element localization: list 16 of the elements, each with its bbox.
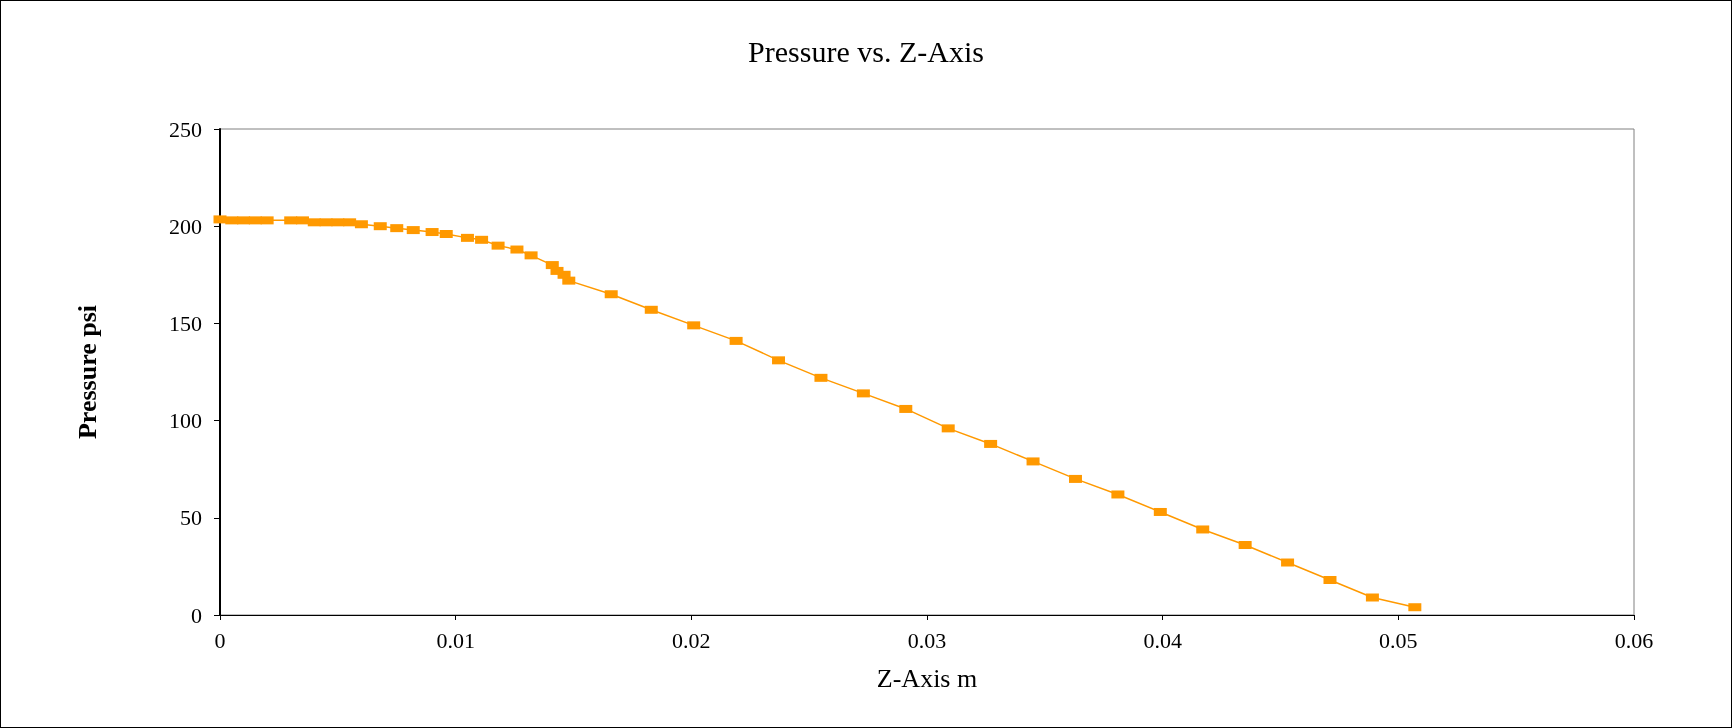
y-tick-label: 200: [169, 213, 202, 239]
y-tick-label: 150: [169, 310, 202, 336]
x-tick-label: 0.01: [436, 627, 475, 653]
x-tick-label: 0.04: [1143, 627, 1182, 653]
x-tick-label: 0.05: [1379, 627, 1418, 653]
y-axis-title: Pressure psi: [72, 304, 102, 440]
y-tick-label: 0: [191, 602, 202, 628]
x-tick-label: 0.06: [1614, 627, 1654, 653]
y-tick-label: 100: [169, 408, 202, 434]
x-tick-label: 0: [214, 627, 226, 653]
y-tick-label: 250: [169, 116, 202, 142]
x-tick-label: 0.03: [907, 627, 947, 653]
x-tick-label: 0.02: [672, 627, 711, 653]
chart-title: Pressure vs. Z-Axis: [748, 34, 984, 68]
x-axis-title: Z-Axis m: [876, 663, 978, 693]
y-tick-label: 50: [180, 505, 202, 531]
